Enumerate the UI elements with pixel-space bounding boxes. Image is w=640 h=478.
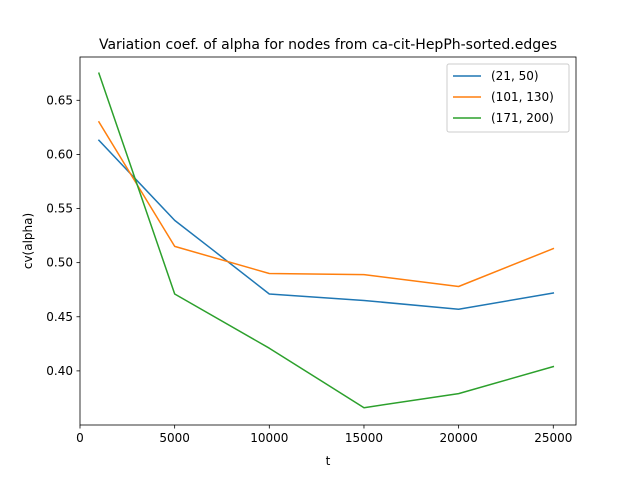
x-tick-label: 10000 — [250, 431, 288, 445]
x-tick-label: 5000 — [159, 431, 190, 445]
x-tick-label: 15000 — [345, 431, 383, 445]
axes-layer: 0 5000 10000 15000 20000 25000 0.40 0.45 0.50 0.5… — [46, 56, 577, 445]
y-tick-label: 0.40 — [46, 364, 73, 378]
y-tick-label: 0.60 — [46, 147, 73, 161]
x-axis-label: t — [326, 454, 331, 468]
x-tick-label: 20000 — [440, 431, 478, 445]
series-layer — [97, 72, 555, 409]
y-axis-label: cv(alpha) — [21, 213, 35, 269]
series-line-2 — [97, 120, 555, 288]
legend-entry-label: (21, 50) — [491, 69, 539, 83]
series-line-3 — [97, 72, 555, 409]
y-tick-label: 0.50 — [46, 256, 73, 270]
y-tick-label: 0.65 — [46, 93, 73, 107]
x-tick-label: 0 — [76, 431, 84, 445]
axes-frame — [79, 56, 577, 426]
legend-box — [446, 63, 570, 133]
legend: (21, 50) (101, 130) (171, 200) — [446, 63, 570, 133]
x-tick-label: 25000 — [534, 431, 572, 445]
legend-entry-label: (171, 200) — [491, 111, 554, 125]
y-tick-label: 0.55 — [46, 202, 73, 216]
chart-title: Variation coef. of alpha for nodes from … — [99, 37, 557, 53]
series-line-1 — [97, 139, 555, 310]
legend-entry-label: (101, 130) — [491, 90, 554, 104]
y-tick-label: 0.45 — [46, 310, 73, 324]
